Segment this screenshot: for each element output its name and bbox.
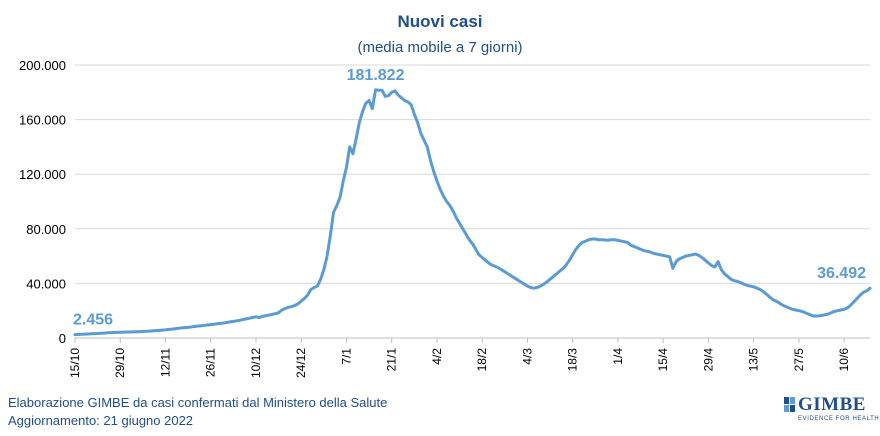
x-tick-label: 12/11 (158, 348, 172, 377)
x-tick-label: 21/1 (385, 348, 399, 372)
x-tick-label: 4/2 (430, 348, 444, 365)
x-tick-label: 7/1 (339, 348, 353, 365)
chart-title: Nuovi casi (397, 12, 482, 31)
logo-tagline: EVIDENCE FOR HEALTH (798, 416, 880, 422)
y-tick-label: 120.000 (19, 167, 66, 182)
x-tick-label: 29/10 (113, 348, 127, 378)
x-tick-label: 15/10 (68, 348, 82, 378)
y-tick-label: 80.000 (26, 222, 66, 237)
x-tick-label: 27/5 (792, 348, 806, 372)
data-labels: 2.456 181.822 36.492 (73, 67, 866, 329)
data-label: 2.456 (73, 312, 113, 329)
chart-subtitle: (media mobile a 7 giorni) (357, 39, 522, 56)
footer-updated: Aggiornamento: 21 giugno 2022 (8, 413, 194, 428)
x-tick-label: 26/11 (204, 348, 218, 377)
x-tick-label: 13/5 (747, 348, 761, 372)
x-tick-label: 18/2 (475, 348, 489, 372)
logo-mark-icon (784, 397, 795, 412)
x-tick-label: 10/6 (837, 348, 851, 372)
data-label: 36.492 (817, 265, 866, 282)
x-axis: 15/10 29/10 12/11 26/11 10/12 24/12 7/1 21/1 4/2… (68, 337, 870, 378)
x-tick-label: 24/12 (294, 348, 308, 378)
x-tick-label: 10/12 (249, 348, 263, 378)
x-tick-label: 15/4 (656, 348, 670, 372)
series-line (73, 88, 872, 337)
y-tick-label: 160.000 (19, 113, 66, 128)
data-label: 181.822 (347, 67, 405, 84)
gimbe-logo: GIMBE EVIDENCE FOR HEALTH (784, 394, 879, 428)
gridlines (75, 64, 870, 339)
x-tick-label: 4/3 (520, 348, 534, 365)
x-tick-label: 1/4 (611, 348, 625, 365)
y-tick-label: 40.000 (26, 276, 66, 291)
logo-text: GIMBE (798, 394, 866, 415)
x-tick-label: 18/3 (566, 348, 580, 372)
y-tick-label: 200.000 (19, 58, 66, 73)
y-axis: 0 40.000 80.000 120.000 160.000 200.000 (19, 58, 66, 346)
footer-source: Elaborazione GIMBE da casi confermati da… (8, 395, 388, 410)
y-tick-label: 0 (59, 331, 66, 346)
x-tick-label: 29/4 (701, 348, 715, 372)
plot-area (73, 88, 872, 337)
